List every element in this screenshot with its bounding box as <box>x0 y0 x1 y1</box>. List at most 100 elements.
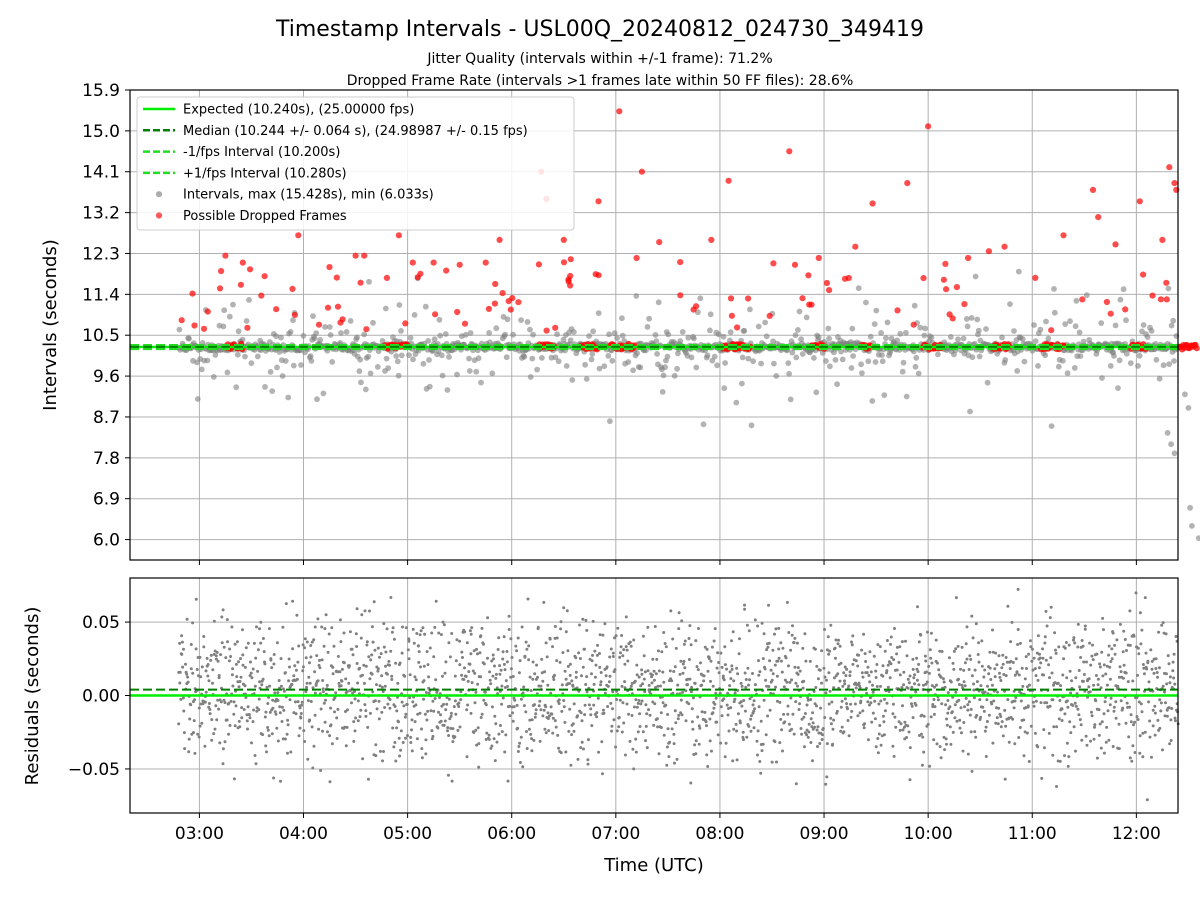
interval-point <box>347 318 354 324</box>
residual-point <box>861 675 865 679</box>
residual-point <box>1050 671 1054 675</box>
residual-point <box>922 714 926 718</box>
residual-point <box>521 691 525 695</box>
residual-point <box>687 637 691 640</box>
residual-point <box>434 599 438 603</box>
residual-point <box>760 749 764 753</box>
residual-point <box>527 658 531 662</box>
interval-point <box>466 368 473 374</box>
residual-point <box>643 670 647 674</box>
residual-point <box>492 657 495 661</box>
interval-point <box>745 355 752 362</box>
interval-point <box>1015 268 1022 275</box>
residual-point <box>908 674 912 678</box>
residual-point <box>502 635 506 639</box>
residual-point <box>665 763 669 767</box>
residual-point <box>1041 656 1045 660</box>
residual-point <box>599 683 603 687</box>
residual-point <box>303 740 307 743</box>
residual-point <box>308 718 312 722</box>
residual-point <box>874 669 878 673</box>
residual-point <box>887 690 891 693</box>
dropped-frame-point <box>904 180 911 187</box>
interval-point <box>478 379 484 386</box>
residual-point <box>651 700 655 704</box>
residual-point <box>977 660 981 664</box>
residual-point <box>758 670 762 674</box>
residual-point <box>546 711 550 715</box>
residual-point <box>499 668 503 672</box>
residual-point <box>352 720 356 724</box>
residual-point <box>473 701 477 705</box>
residual-point <box>843 697 847 701</box>
residual-point <box>690 685 694 689</box>
residual-point <box>538 699 542 703</box>
residual-point <box>500 730 504 734</box>
residual-point <box>497 636 501 640</box>
residual-point <box>954 596 958 600</box>
residual-point <box>574 656 578 660</box>
residual-point <box>332 644 336 648</box>
residual-point <box>472 731 476 734</box>
residual-point <box>504 733 508 737</box>
residual-point <box>291 647 295 651</box>
residual-point <box>450 779 454 783</box>
residual-point <box>871 690 875 694</box>
dropped-frame-point <box>430 259 437 266</box>
interval-point <box>198 366 205 373</box>
residual-point <box>798 702 801 706</box>
residual-point <box>719 741 723 745</box>
residual-point <box>824 782 828 786</box>
residual-point <box>882 733 886 737</box>
residual-point <box>347 664 351 668</box>
residual-point <box>205 656 209 660</box>
residual-point <box>501 650 505 654</box>
residual-point <box>399 748 403 752</box>
interval-point <box>407 335 414 341</box>
residual-point <box>520 625 524 629</box>
residual-point <box>1026 704 1030 708</box>
residual-point <box>730 664 734 668</box>
residual-point <box>946 691 950 695</box>
dropped-frame-point <box>560 236 567 243</box>
residual-point <box>1063 712 1067 716</box>
residual-point <box>939 756 943 760</box>
residual-point <box>315 654 319 658</box>
residual-point <box>1035 651 1039 655</box>
residual-point <box>365 640 369 644</box>
residual-point <box>490 744 494 748</box>
dropped-frame-point <box>361 252 368 259</box>
residual-point <box>865 671 869 675</box>
interval-point <box>1164 430 1171 436</box>
interval-point <box>242 353 248 360</box>
residual-point <box>237 660 240 664</box>
residuals-y-axis-label: Residuals (seconds) <box>22 607 43 786</box>
residual-point <box>301 665 305 669</box>
residual-point <box>476 682 480 686</box>
residual-point <box>645 712 649 716</box>
residual-point <box>829 716 833 720</box>
residual-point <box>396 681 400 685</box>
residual-point <box>804 659 808 663</box>
residual-point <box>1174 635 1178 638</box>
residual-point <box>622 721 626 725</box>
residual-point <box>253 754 257 757</box>
residual-point <box>378 655 381 659</box>
residual-point <box>1127 735 1131 739</box>
residual-point <box>222 645 226 649</box>
residual-point <box>207 705 211 709</box>
dropped-frame-point <box>273 306 280 313</box>
residual-point <box>374 754 378 758</box>
residual-point <box>193 698 196 702</box>
residual-point <box>973 730 977 734</box>
residual-point <box>1042 673 1046 677</box>
residual-point <box>1141 731 1145 735</box>
interval-point <box>354 334 360 341</box>
residual-point <box>576 714 580 718</box>
residual-point <box>362 663 366 667</box>
residual-point <box>286 751 289 755</box>
residual-point <box>1111 745 1115 748</box>
residual-point <box>1004 724 1008 728</box>
residual-point <box>913 673 917 677</box>
residual-point <box>1138 751 1142 755</box>
